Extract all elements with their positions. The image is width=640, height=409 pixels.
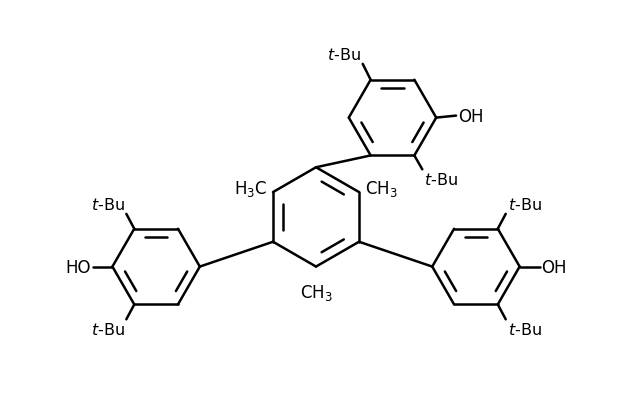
Text: $t$-Bu: $t$-Bu: [508, 321, 541, 337]
Text: HO: HO: [65, 258, 91, 276]
Text: OH: OH: [458, 107, 484, 125]
Text: CH$_3$: CH$_3$: [300, 283, 332, 303]
Text: $t$-Bu: $t$-Bu: [424, 172, 458, 188]
Text: OH: OH: [541, 258, 567, 276]
Text: CH$_3$: CH$_3$: [365, 179, 398, 199]
Text: $t$-Bu: $t$-Bu: [91, 196, 124, 212]
Text: $t$-Bu: $t$-Bu: [508, 196, 541, 212]
Text: H$_3$C: H$_3$C: [234, 179, 267, 199]
Text: $t$-Bu: $t$-Bu: [91, 321, 124, 337]
Text: $t$-Bu: $t$-Bu: [327, 47, 361, 63]
